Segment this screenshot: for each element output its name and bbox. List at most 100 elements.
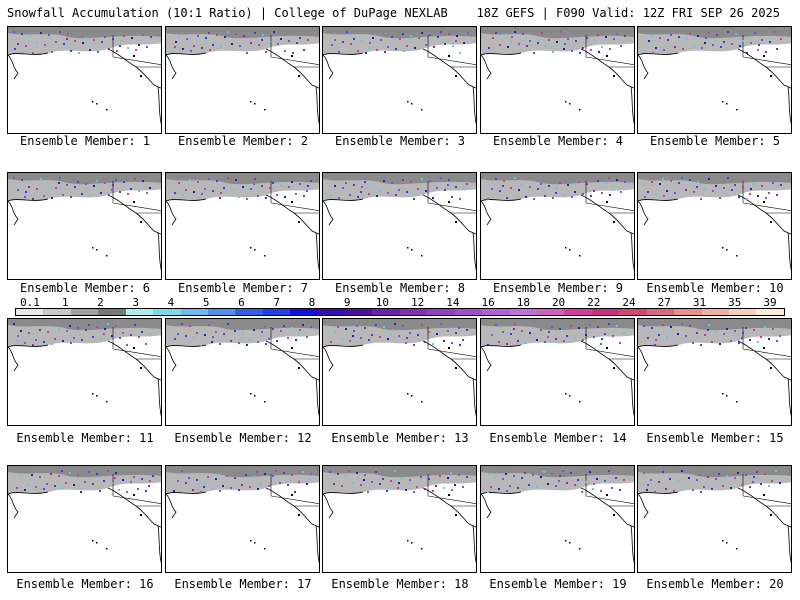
colorbar-swatch xyxy=(427,309,455,315)
map-panel-graphic xyxy=(166,27,319,125)
ensemble-member-label: Ensemble Member: 2 xyxy=(177,134,309,148)
ensemble-member-label: Ensemble Member: 9 xyxy=(492,281,624,295)
ensemble-member-map xyxy=(480,172,635,280)
colorbar-swatch xyxy=(153,309,181,315)
ensemble-member-map xyxy=(637,172,792,280)
colorbar-swatch xyxy=(591,309,620,315)
ensemble-member-label: Ensemble Member: 7 xyxy=(177,281,309,295)
ensemble-member-map xyxy=(480,465,635,573)
map-panel-graphic xyxy=(166,466,319,564)
ensemble-member-map xyxy=(322,465,477,573)
colorbar-swatch xyxy=(482,309,510,315)
map-panel-graphic xyxy=(638,173,791,271)
snowfall-colorbar xyxy=(15,308,785,316)
colorbar-swatch xyxy=(728,309,757,315)
colorbar-tick-label: 3 xyxy=(132,296,140,309)
map-panel-graphic xyxy=(638,466,791,564)
colorbar-swatch xyxy=(756,309,784,315)
colorbar-tick-label: 4 xyxy=(167,296,175,309)
ensemble-member-map xyxy=(7,318,162,426)
ensemble-member-map xyxy=(7,172,162,280)
colorbar-tick-label: 2 xyxy=(97,296,104,309)
colorbar-swatch xyxy=(43,309,71,315)
colorbar-swatch xyxy=(16,309,44,315)
ensemble-member-label: Ensemble Member: 3 xyxy=(334,134,466,148)
colorbar-swatch xyxy=(564,309,592,315)
ensemble-member-label: Ensemble Member: 19 xyxy=(489,577,627,591)
colorbar-swatch xyxy=(207,309,236,315)
colorbar-tick-label: 16 xyxy=(481,296,495,309)
map-panel-graphic xyxy=(166,319,319,417)
ensemble-member-label: Ensemble Member: 15 xyxy=(646,431,784,445)
ensemble-member-label: Ensemble Member: 20 xyxy=(646,577,784,591)
colorbar-swatch xyxy=(262,309,291,315)
colorbar-swatch xyxy=(619,309,647,315)
map-title: Snowfall Accumulation (10:1 Ratio) | Col… xyxy=(7,6,448,20)
map-panel-graphic xyxy=(638,319,791,417)
colorbar-swatch xyxy=(674,309,702,315)
ensemble-member-label: Ensemble Member: 17 xyxy=(174,577,312,591)
colorbar-swatch xyxy=(180,309,208,315)
ensemble-member-map xyxy=(322,26,477,134)
colorbar-swatch xyxy=(345,309,373,315)
colorbar-tick-label: 18 xyxy=(516,296,530,309)
ensemble-member-map xyxy=(480,318,635,426)
ensemble-member-label: Ensemble Member: 16 xyxy=(16,577,154,591)
map-panel-graphic xyxy=(481,466,634,564)
colorbar-tick-label: 14 xyxy=(446,296,460,309)
colorbar-tick-label: 7 xyxy=(273,296,280,309)
colorbar-swatch xyxy=(646,309,675,315)
ensemble-member-map xyxy=(322,318,477,426)
map-panel-graphic xyxy=(8,173,161,271)
map-panel-graphic xyxy=(638,27,791,125)
map-panel-graphic xyxy=(481,173,634,271)
colorbar-swatch xyxy=(317,309,346,315)
map-panel-graphic xyxy=(166,173,319,271)
colorbar-tick-label: 35 xyxy=(728,296,742,309)
colorbar-tick-label: 39 xyxy=(763,296,777,309)
colorbar-tick-label: 1 xyxy=(61,296,69,309)
ensemble-member-map xyxy=(165,26,320,134)
ensemble-member-label: Ensemble Member: 18 xyxy=(331,577,469,591)
map-panel-graphic xyxy=(323,466,476,564)
map-panel-graphic xyxy=(323,27,476,125)
map-panel-graphic xyxy=(8,466,161,564)
colorbar-tick-label: 8 xyxy=(308,296,316,309)
colorbar-tick-label: 27 xyxy=(657,296,671,309)
colorbar-tick-label: 5 xyxy=(202,296,210,309)
ensemble-member-label: Ensemble Member: 6 xyxy=(19,281,151,295)
colorbar-swatch xyxy=(372,309,400,315)
ensemble-member-label: Ensemble Member: 10 xyxy=(646,281,784,295)
colorbar-tick-label: 20 xyxy=(551,296,566,309)
ensemble-member-label: Ensemble Member: 4 xyxy=(492,134,624,148)
colorbar-tick-label: 31 xyxy=(692,296,707,309)
colorbar-tick-label: 10 xyxy=(375,296,389,309)
ensemble-member-map xyxy=(322,172,477,280)
colorbar-tick-label: 6 xyxy=(238,296,245,309)
ensemble-member-map xyxy=(165,318,320,426)
ensemble-member-map xyxy=(480,26,635,134)
ensemble-member-map xyxy=(637,465,792,573)
colorbar-swatch xyxy=(125,309,154,315)
colorbar-swatch xyxy=(454,309,483,315)
ensemble-member-label: Ensemble Member: 1 xyxy=(19,134,151,148)
colorbar-swatch xyxy=(537,309,565,315)
ensemble-member-label: Ensemble Member: 5 xyxy=(649,134,781,148)
colorbar-tick-label: 22 xyxy=(587,296,601,309)
ensemble-member-map xyxy=(637,26,792,134)
ensemble-member-label: Ensemble Member: 8 xyxy=(334,281,466,295)
ensemble-member-label: Ensemble Member: 11 xyxy=(16,431,154,445)
colorbar-tick-label: 9 xyxy=(343,296,351,309)
colorbar-swatch xyxy=(98,309,126,315)
map-panel-graphic xyxy=(323,173,476,271)
ensemble-member-map xyxy=(165,172,320,280)
ensemble-member-map xyxy=(165,465,320,573)
valid-time: 18Z GEFS | F090 Valid: 12Z FRI SEP 26 20… xyxy=(476,6,780,20)
colorbar-swatch xyxy=(290,309,318,315)
ensemble-member-map xyxy=(7,465,162,573)
colorbar-tick-label: 0.1 xyxy=(20,296,40,309)
colorbar-tick-label: 24 xyxy=(622,296,636,309)
map-panel-graphic xyxy=(481,319,634,417)
colorbar-swatch xyxy=(235,309,263,315)
map-panel-graphic xyxy=(481,27,634,125)
